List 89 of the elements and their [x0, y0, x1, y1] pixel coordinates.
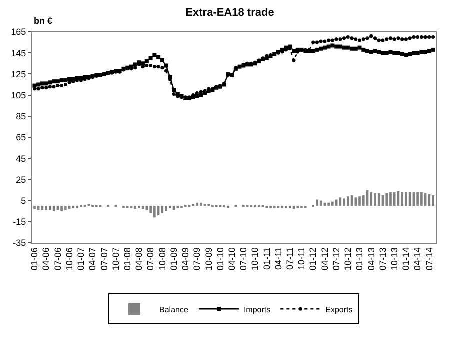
x-tick-label: 01-13 [354, 248, 365, 271]
legend-label: Imports [244, 305, 271, 314]
x-tick-label: 01-12 [308, 248, 318, 271]
bar [432, 196, 434, 206]
bar [37, 206, 40, 210]
bar [316, 200, 318, 206]
x-tick-label: 10-08 [157, 248, 168, 271]
x-tick-label: 10-09 [204, 248, 214, 271]
bar [401, 192, 404, 206]
bar [41, 206, 44, 210]
x-tick-label: 10-10 [250, 248, 260, 271]
x-tick-label: 04-09 [180, 248, 191, 271]
x-tick-label: 07-10 [238, 248, 249, 271]
bar [378, 193, 380, 206]
chart-title: Extra-EA18 trade [186, 7, 274, 20]
y-tick-label: 85 [16, 112, 26, 122]
x-tick-label: 04-08 [134, 248, 144, 271]
x-tick-label: 04-07 [88, 248, 98, 271]
bar [88, 204, 90, 206]
x-tick-label: 07-12 [331, 248, 342, 271]
legend-label: Balance [160, 305, 189, 314]
bar [52, 206, 56, 212]
bar [405, 192, 408, 206]
x-tick-label: 01-11 [262, 248, 272, 270]
bar [60, 206, 63, 212]
y-tick-label: 125 [11, 69, 26, 80]
x-tick-label: 01-10 [215, 248, 226, 271]
bar [64, 206, 67, 210]
x-tick-label: 10-07 [110, 248, 121, 271]
x-tick-label: 07-09 [192, 248, 202, 271]
x-tick-label: 04-14 [412, 248, 423, 271]
bar [146, 206, 148, 210]
bar [192, 204, 195, 206]
x-tick-label: 10-06 [64, 248, 74, 271]
bar [374, 193, 376, 206]
x-tick-label: 10-13 [390, 248, 400, 271]
bar [172, 206, 176, 210]
x-tick-label: 04-13 [366, 248, 376, 271]
bar [34, 206, 36, 210]
bar [420, 192, 423, 206]
x-tick-label: 07-07 [99, 248, 110, 271]
y-tick-label: 165 [11, 27, 26, 38]
bar [343, 198, 346, 206]
bar [358, 196, 361, 206]
x-tick-label: 01-06 [30, 248, 40, 271]
bar [208, 204, 210, 206]
bar [390, 192, 392, 206]
x-tick-label: 01-08 [122, 248, 133, 271]
bar [150, 206, 152, 214]
bar [328, 202, 330, 206]
x-tick-label: 04-11 [273, 248, 284, 270]
bar [154, 206, 156, 218]
y-tick-label: 5 [21, 196, 26, 206]
y-tick-label: -15 [13, 217, 26, 228]
y-tick-label: 105 [11, 90, 26, 100]
x-tick-label: 04-10 [226, 248, 237, 271]
y-tick-label: 45 [16, 154, 26, 164]
x-tick-label: 07-11 [285, 248, 296, 270]
x-tick-label: 04-06 [41, 248, 52, 271]
x-tick-label: 10-12 [343, 248, 354, 271]
y-axis-title: bn € [34, 16, 53, 26]
x-tick-label: 01-07 [76, 248, 86, 271]
x-tick-label: 07-13 [378, 248, 388, 271]
bar [56, 206, 60, 210]
bar [416, 192, 419, 206]
y-tick-label: -35 [13, 238, 26, 248]
bar [386, 193, 388, 206]
x-tick-label: 01-14 [401, 248, 412, 271]
y-tick-label: 145 [11, 48, 26, 58]
legend-label: Exports [326, 305, 353, 314]
bar [347, 196, 350, 206]
bar [134, 206, 136, 210]
x-tick-label: 01-09 [168, 248, 179, 271]
bar [45, 206, 48, 210]
bar [354, 198, 358, 206]
x-tick-label: 07-14 [424, 248, 434, 271]
bar [196, 202, 198, 206]
y-tick-label: 25 [16, 174, 26, 185]
x-tick-label: 07-06 [52, 248, 63, 271]
bar [165, 206, 168, 212]
bar [370, 192, 373, 206]
bar [49, 206, 52, 210]
y-tick-label: 65 [16, 132, 26, 143]
bar [332, 202, 334, 206]
x-tick-label: 10-11 [296, 248, 307, 270]
x-tick-label: 07-08 [146, 248, 156, 271]
bar [393, 192, 396, 206]
bar [200, 202, 202, 206]
x-tick-label: 04-12 [320, 248, 330, 271]
